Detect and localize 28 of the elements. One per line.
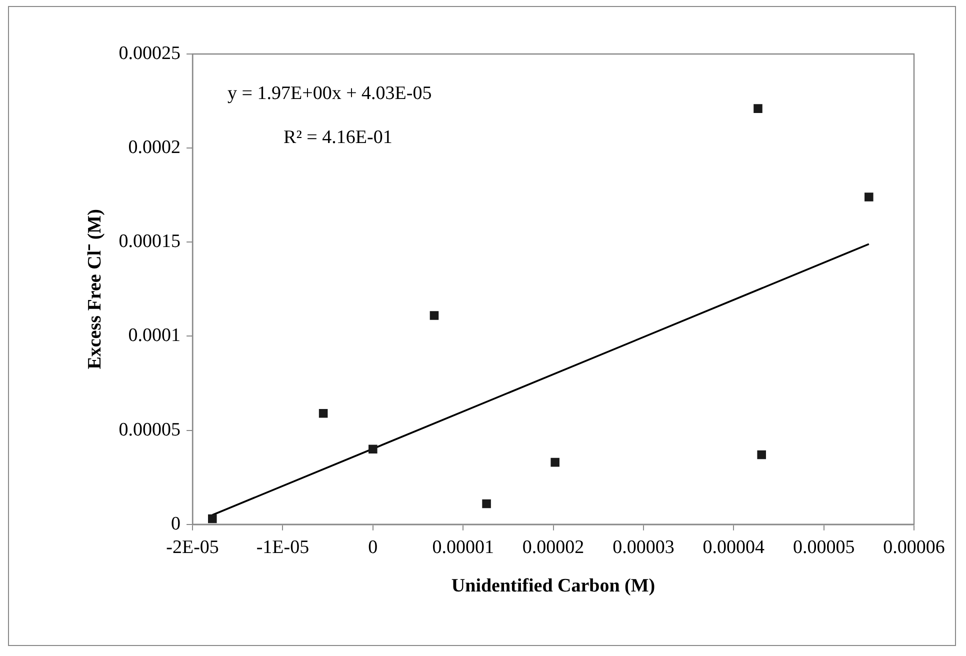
x-tick-label: 0.00002 <box>522 536 584 558</box>
y-tick-label: 0.0001 <box>128 325 181 346</box>
x-tick-label: 0 <box>368 536 378 558</box>
y-tick-label: 0.00005 <box>118 419 181 440</box>
x-tick-label: 0.00005 <box>792 536 855 558</box>
x-tick-label: -1E-05 <box>256 536 310 558</box>
point <box>430 311 439 320</box>
point <box>208 514 217 524</box>
y-tick-label: 0.00015 <box>118 231 181 252</box>
x-tick-label: -2E-05 <box>166 536 219 558</box>
y-tick-label: 0.00025 <box>118 42 181 64</box>
x-tick-label: 0.00003 <box>612 536 674 558</box>
point <box>864 192 874 202</box>
x-tick-label: 0.00004 <box>702 536 766 558</box>
y-axis-title: Excess Free Cl⁻ (M) <box>84 209 106 370</box>
annotation: y = 1.97E+00x + 4.03E-05 <box>228 82 432 104</box>
y-tick-label: 0.0002 <box>128 137 181 158</box>
point <box>754 104 762 113</box>
y-tick-label: 0 <box>171 513 181 534</box>
point <box>368 444 378 454</box>
x-tick-label: 0.00006 <box>883 536 945 558</box>
point <box>318 408 328 418</box>
x-axis-title: Unidentified Carbon (M) <box>451 576 656 597</box>
point <box>757 450 766 460</box>
point <box>482 499 491 508</box>
x-tick-label: 0.00001 <box>432 536 494 558</box>
point <box>550 458 560 467</box>
annotation: R² = 4.16E-01 <box>284 126 392 148</box>
